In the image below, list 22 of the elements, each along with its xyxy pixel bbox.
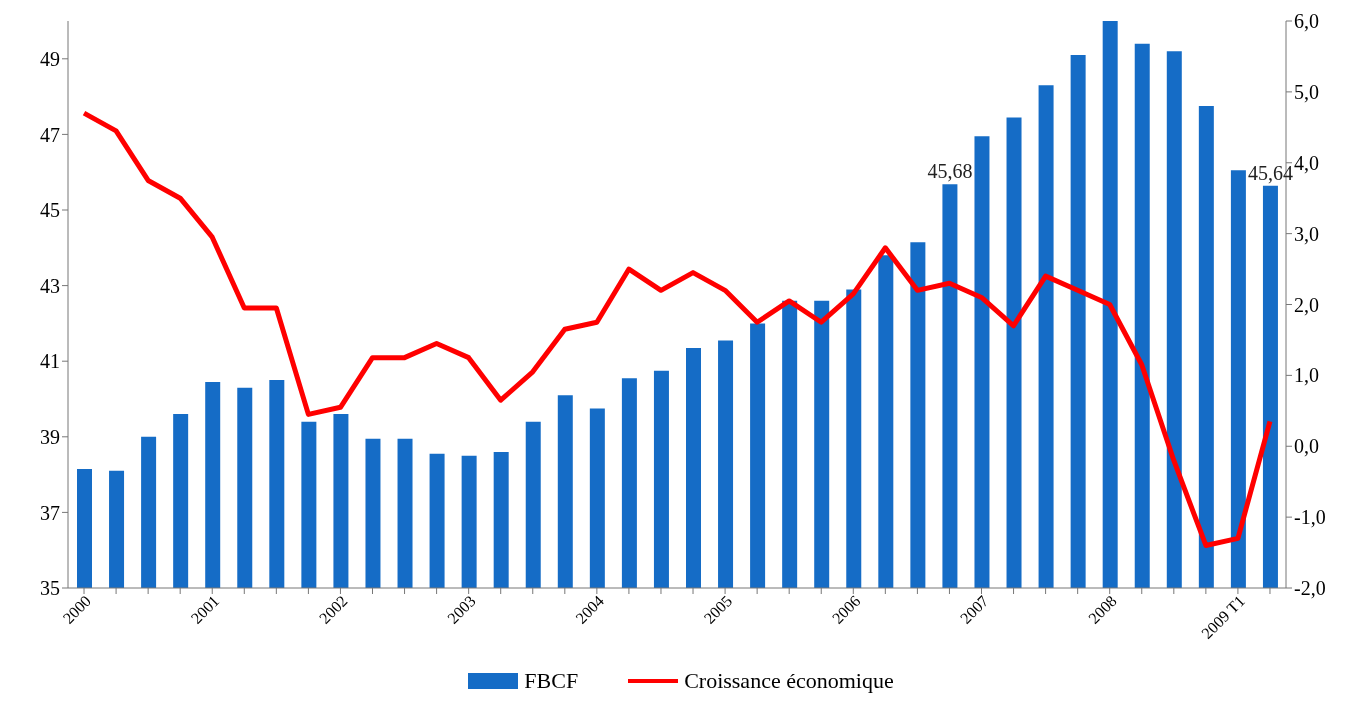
y-tick-label: 43 (40, 274, 60, 297)
y2-tick-label: 6,0 (1294, 10, 1319, 33)
data-label: 45,68 (927, 160, 973, 183)
y-tick-label: 41 (40, 350, 60, 373)
y-tick-label: 35 (40, 577, 60, 600)
y2-tick-label: 0,0 (1294, 435, 1319, 458)
y2-tick-label: 2,0 (1294, 293, 1319, 316)
legend-label: Croissance économique (684, 668, 894, 694)
x-tick-label: 2001 (187, 592, 223, 627)
y-tick-label: 49 (40, 47, 60, 70)
y-tick-label: 47 (40, 123, 60, 146)
y2-tick-label: 3,0 (1294, 222, 1319, 245)
y-tick-label: 39 (40, 425, 60, 448)
y-tick-label: 37 (40, 501, 60, 524)
legend-label: FBCF (524, 668, 579, 694)
y2-tick-label: -1,0 (1294, 506, 1326, 529)
y2-tick-label: 4,0 (1294, 151, 1319, 174)
y-tick-label: 45 (40, 199, 60, 222)
y2-tick-label: -2,0 (1294, 577, 1326, 600)
y2-tick-label: 5,0 (1294, 80, 1319, 103)
data-label: 45,64 (1247, 161, 1293, 184)
y2-tick-label: 1,0 (1294, 364, 1319, 387)
